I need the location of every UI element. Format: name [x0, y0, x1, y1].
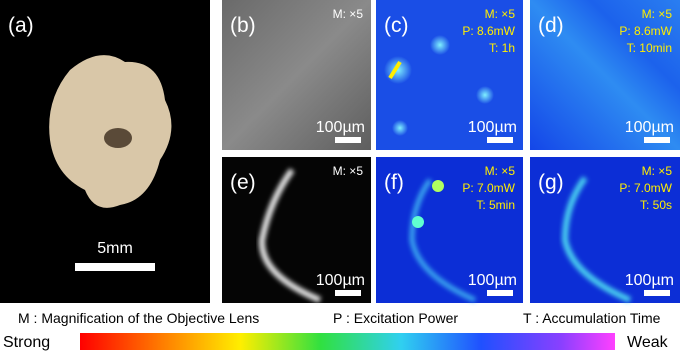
scale-bar — [335, 290, 361, 296]
panel-label: (c) — [384, 14, 409, 37]
colorbar-low: Strong — [3, 334, 50, 351]
scale-label: 100µm — [468, 119, 517, 136]
panel-info: M: ×5 — [333, 164, 364, 178]
legend-m: M : Magnification of the Objective Lens — [18, 310, 259, 326]
legend-p: P : Excitation Power — [333, 310, 458, 326]
scale-label: 100µm — [625, 119, 674, 136]
panel-info: M: ×5 — [642, 7, 673, 21]
scale-bar — [487, 290, 513, 296]
scale-label: 5mm — [97, 240, 133, 257]
panel-info: M: ×5 — [485, 7, 516, 21]
spot — [476, 86, 494, 104]
panel-label: (e) — [230, 171, 256, 194]
sample-hole — [104, 128, 132, 148]
scale-label: 100µm — [625, 272, 674, 289]
panel-label: (b) — [230, 14, 256, 37]
panel-info: T: 10min — [627, 41, 672, 55]
spot — [392, 120, 408, 136]
panel-info: P: 8.6mW — [619, 24, 672, 38]
scale-bar — [644, 137, 670, 143]
panel-label: (d) — [538, 14, 564, 37]
scale-bar — [335, 137, 361, 143]
panel-info: T: 1h — [489, 41, 515, 55]
colorbar-high: Weak — [627, 334, 669, 351]
panel-info: T: 50s — [640, 198, 672, 212]
scale-bar — [487, 137, 513, 143]
spot — [412, 216, 424, 228]
panel-label: (a) — [8, 14, 34, 37]
scale-label: 100µm — [316, 119, 365, 136]
scale-label: 100µm — [316, 272, 365, 289]
panel-info: M: ×5 — [333, 7, 364, 21]
panel-label: (g) — [538, 171, 564, 194]
panel-info: M: ×5 — [485, 164, 516, 178]
spot — [384, 56, 412, 84]
panel-label: (f) — [384, 171, 404, 194]
panel-info: M: ×5 — [642, 164, 673, 178]
scale-label: 100µm — [468, 272, 517, 289]
spot — [430, 35, 450, 55]
scale-bar — [75, 263, 155, 271]
legend-t: T : Accumulation Time — [523, 310, 661, 326]
panel-info: P: 7.0mW — [462, 181, 515, 195]
figure: M : Magnification of the Objective Lens … — [0, 0, 685, 351]
panel-info: P: 7.0mW — [619, 181, 672, 195]
panel-info: T: 5min — [476, 198, 515, 212]
panel-info: P: 8.6mW — [462, 24, 515, 38]
spot — [432, 180, 444, 192]
scale-bar — [644, 290, 670, 296]
colorbar — [80, 333, 615, 350]
